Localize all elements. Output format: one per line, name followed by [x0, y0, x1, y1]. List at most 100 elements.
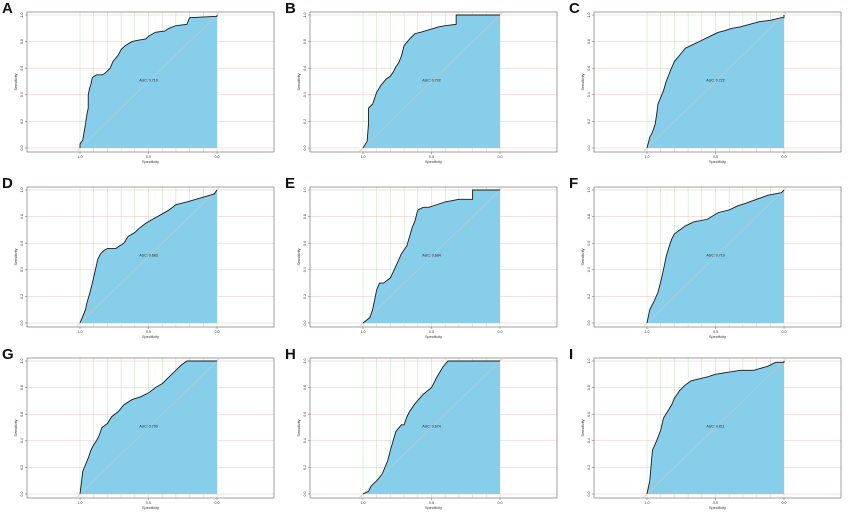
roc-curve	[646, 15, 785, 149]
roc-curve	[362, 189, 500, 324]
panel-letter: E	[285, 175, 296, 192]
x-axis-title: Specificity	[142, 160, 159, 164]
x-tick-label: 1.0	[361, 155, 366, 159]
y-tick-label: 0.2	[587, 294, 591, 299]
y-tick-label: 1.0	[303, 188, 307, 193]
y-tick-label: 0.0	[303, 321, 307, 326]
chance-diagonal	[358, 185, 505, 328]
y-tick-label: 0.0	[587, 146, 591, 151]
y-tick-label: 0.4	[587, 267, 591, 272]
panel-letter: C	[569, 0, 580, 17]
y-tick-label: 0.6	[20, 412, 24, 417]
y-tick-label: 0.4	[587, 92, 591, 97]
auc-label: AUC: 0.710	[706, 254, 725, 258]
chance-diagonal	[75, 185, 222, 328]
roc-plot: 1.0 0.5 0.0 0.0 0.2 0.4 0.6 0.8 1.0 Specificity Se…	[581, 10, 842, 164]
auc-label: AUC: 0.674	[422, 425, 441, 429]
y-axis-title: Sensitivity	[297, 419, 301, 436]
y-tick-label: 0.6	[303, 66, 307, 71]
panel-letter: G	[2, 346, 14, 363]
x-tick-label: 1.0	[645, 155, 650, 159]
y-tick-label: 0.2	[20, 294, 24, 299]
roc-panel-e: E 1.0 0.5 0.0 0.0 0.2 0.4 0.6 0.8 1.0 Specificity S…	[283, 175, 566, 347]
y-tick-label: 0.0	[20, 492, 24, 497]
y-tick-label: 1.0	[587, 359, 591, 364]
x-tick-label: 0.5	[146, 330, 151, 334]
x-axis-title: Specificity	[142, 506, 159, 510]
panel-letter: B	[285, 0, 296, 17]
y-tick-label: 0.6	[587, 412, 591, 417]
y-tick-label: 1.0	[20, 13, 24, 18]
x-axis-title: Specificity	[425, 160, 442, 164]
y-tick-label: 0.6	[303, 241, 307, 246]
roc-curve	[362, 360, 500, 495]
y-tick-label: 1.0	[587, 188, 591, 193]
y-tick-label: 0.8	[587, 385, 591, 390]
x-tick-label: 0.5	[429, 330, 434, 334]
y-tick-label: 0.0	[303, 492, 307, 497]
roc-curve	[79, 360, 217, 495]
y-tick-label: 0.2	[303, 119, 307, 124]
x-tick-label: 1.0	[78, 501, 83, 505]
y-tick-label: 0.6	[587, 241, 591, 246]
y-tick-label: 0.8	[587, 39, 591, 44]
roc-curve	[646, 361, 785, 495]
x-tick-label: 1.0	[78, 330, 83, 334]
x-tick-label: 0.5	[429, 501, 434, 505]
plot-frame	[26, 11, 275, 153]
roc-curve	[79, 15, 218, 148]
roc-plot: 1.0 0.5 0.0 0.0 0.2 0.4 0.6 0.8 1.0 Specificity Se…	[297, 185, 558, 339]
y-axis-title: Sensitivity	[581, 73, 585, 90]
y-tick-label: 0.8	[303, 214, 307, 219]
x-tick-label: 0.0	[498, 501, 503, 505]
x-tick-label: 0.5	[146, 501, 151, 505]
auc-label: AUC: 0.710	[139, 79, 158, 83]
y-tick-label: 0.2	[587, 465, 591, 470]
plot-frame	[309, 11, 558, 153]
roc-panel-h: H 1.0 0.5 0.0 0.0 0.2 0.4 0.6 0.8 1.0 Specificity S…	[283, 346, 566, 518]
plot-frame	[309, 357, 558, 499]
x-axis-title: Specificity	[709, 160, 726, 164]
y-axis-title: Sensitivity	[297, 248, 301, 265]
roc-curve	[79, 189, 218, 324]
x-axis-title: Specificity	[709, 506, 726, 510]
panel-letter: A	[2, 0, 13, 17]
chance-diagonal	[642, 185, 789, 328]
auc-label: AUC: 0.700	[139, 425, 158, 429]
y-tick-label: 0.8	[20, 39, 24, 44]
auc-label: AUC: 0.811	[706, 425, 724, 429]
chance-diagonal	[75, 10, 222, 153]
x-tick-label: 0.0	[215, 330, 220, 334]
x-tick-label: 1.0	[361, 501, 366, 505]
roc-panel-g: G 1.0 0.5 0.0 0.0 0.2 0.4 0.6 0.8 1.0 Specificity S…	[0, 346, 283, 518]
y-tick-label: 1.0	[303, 13, 307, 18]
plot-frame	[26, 186, 275, 328]
x-tick-label: 1.0	[645, 330, 650, 334]
roc-curve	[362, 14, 500, 149]
roc-plot: 1.0 0.5 0.0 0.0 0.2 0.4 0.6 0.8 1.0 Specificity Se…	[581, 185, 842, 339]
plot-frame	[593, 357, 842, 499]
y-tick-label: 0.4	[20, 92, 24, 97]
chance-diagonal	[358, 356, 505, 499]
y-tick-label: 0.4	[303, 267, 307, 272]
y-tick-label: 0.8	[303, 39, 307, 44]
roc-plot: 1.0 0.5 0.0 0.0 0.2 0.4 0.6 0.8 1.0 Specificity Se…	[14, 185, 275, 339]
roc-panel-b: B 1.0 0.5 0.0 0.0 0.2 0.4 0.6 0.8 1.0 Specificity S…	[283, 0, 566, 172]
plot-frame	[26, 357, 275, 499]
y-tick-label: 0.4	[303, 92, 307, 97]
chance-diagonal	[75, 356, 222, 499]
x-tick-label: 0.5	[429, 155, 434, 159]
roc-panel-a: A 1.0 0.5 0.0 0.0 0.2 0.4 0.6 0.8 1.0 Specificity S…	[0, 0, 283, 172]
x-tick-label: 0.0	[498, 330, 503, 334]
roc-panel-c: C 1.0 0.5 0.0 0.0 0.2 0.4 0.6 0.8 1.0 Specificity S…	[567, 0, 850, 172]
panel-letter: H	[285, 346, 296, 363]
y-tick-label: 0.2	[20, 465, 24, 470]
panel-letter: I	[569, 346, 574, 363]
roc-plot: 1.0 0.5 0.0 0.0 0.2 0.4 0.6 0.8 1.0 Specificity Se…	[14, 10, 275, 164]
chance-diagonal	[642, 356, 789, 499]
x-tick-label: 0.0	[782, 501, 787, 505]
x-axis-title: Specificity	[425, 335, 442, 339]
panel-letter: D	[2, 175, 13, 192]
roc-plot: 1.0 0.5 0.0 0.0 0.2 0.4 0.6 0.8 1.0 Specificity Se…	[581, 356, 842, 510]
y-tick-label: 0.8	[20, 385, 24, 390]
